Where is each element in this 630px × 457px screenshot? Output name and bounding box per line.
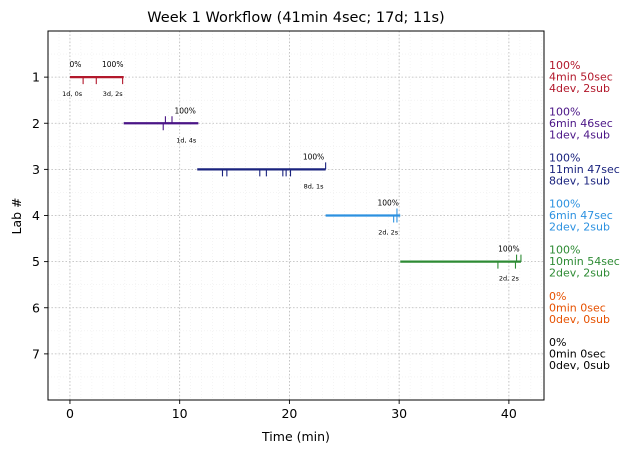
y-axis-label: Lab # bbox=[9, 197, 24, 234]
x-tick-label: 0 bbox=[66, 406, 74, 421]
lab-6-summary-line: 0dev, 0sub bbox=[549, 313, 610, 326]
lab-1-summary-line: 100% bbox=[549, 59, 580, 72]
x-tick-label: 40 bbox=[501, 406, 517, 421]
lab-1-summary-line: 4dev, 2sub bbox=[549, 82, 610, 95]
x-axis-label: Time (min) bbox=[261, 429, 330, 444]
lab-1-summary-line: 4min 50sec bbox=[549, 71, 613, 84]
x-tick-label: 10 bbox=[172, 406, 188, 421]
lab-2-summary-line: 100% bbox=[549, 105, 580, 118]
y-tick-label: 5 bbox=[32, 254, 40, 269]
lab-2-summary-line: 1dev, 4sub bbox=[549, 128, 610, 141]
lab-7-summary-line: 0dev, 0sub bbox=[549, 359, 610, 372]
grid-layer bbox=[47, 31, 544, 400]
lab-2-summary-line: 6min 46sec bbox=[549, 117, 613, 130]
lab-2-counter-label: 1d, 4s bbox=[176, 136, 197, 144]
lab-1-counter-label: 3d, 2s bbox=[103, 90, 124, 98]
lab-4-summary-line: 100% bbox=[549, 198, 580, 211]
axes-layer: 0 10 20 30 40 1 2 3 4 5 6 7 bbox=[32, 30, 545, 421]
lab-6-summary-line: 0% bbox=[549, 290, 566, 303]
lab-3-progress-label: 100% bbox=[303, 152, 324, 161]
lab-3-summary-line: 11min 47sec bbox=[549, 163, 620, 176]
lab-5-counter-label: 2d, 2s bbox=[499, 275, 520, 283]
x-tick-label: 20 bbox=[281, 406, 297, 421]
lab-3-summary-line: 8dev, 1sub bbox=[549, 174, 610, 187]
lab-3-counter-label: 8d, 1s bbox=[304, 182, 325, 190]
lab-1-counter-label: 1d, 0s bbox=[62, 90, 83, 98]
lab-4-summary-line: 2dev, 2sub bbox=[549, 221, 610, 234]
lab-5-progress-label: 100% bbox=[498, 245, 519, 254]
lab-4-progress-label: 100% bbox=[377, 199, 398, 208]
lab-7-summary-line: 0% bbox=[549, 336, 566, 349]
lab-4-counter-label: 2d, 2s bbox=[378, 229, 399, 237]
lab-1-progress-label: 100% bbox=[102, 60, 123, 69]
bars-layer: 0% 100% 1d, 0s 3d, 2s 100% 1d, 4s 100% 8d, 1s 10… bbox=[62, 60, 522, 283]
lab-5-summary-line: 100% bbox=[549, 244, 580, 257]
lab-1-progress-label: 0% bbox=[69, 60, 81, 69]
y-tick-label: 3 bbox=[32, 162, 40, 177]
y-tick-label: 1 bbox=[32, 70, 40, 85]
y-tick-label: 7 bbox=[32, 346, 40, 361]
lab-5-summary-line: 2dev, 2sub bbox=[549, 267, 610, 280]
chart-title: Week 1 Workflow (41min 4sec; 17d; 11s) bbox=[147, 10, 444, 26]
lab-4-summary-line: 6min 47sec bbox=[549, 209, 613, 222]
y-tick-label: 2 bbox=[32, 116, 40, 131]
lab-5-summary-line: 10min 54sec bbox=[549, 255, 620, 268]
lab-6-summary-line: 0min 0sec bbox=[549, 301, 606, 314]
x-tick-label: 30 bbox=[391, 406, 407, 421]
y-tick-label: 6 bbox=[32, 300, 40, 315]
lab-7-summary-line: 0min 0sec bbox=[549, 347, 606, 360]
lab-2-progress-label: 100% bbox=[174, 106, 195, 115]
y-tick-label: 4 bbox=[32, 208, 40, 223]
lab-3-summary-line: 100% bbox=[549, 151, 580, 164]
